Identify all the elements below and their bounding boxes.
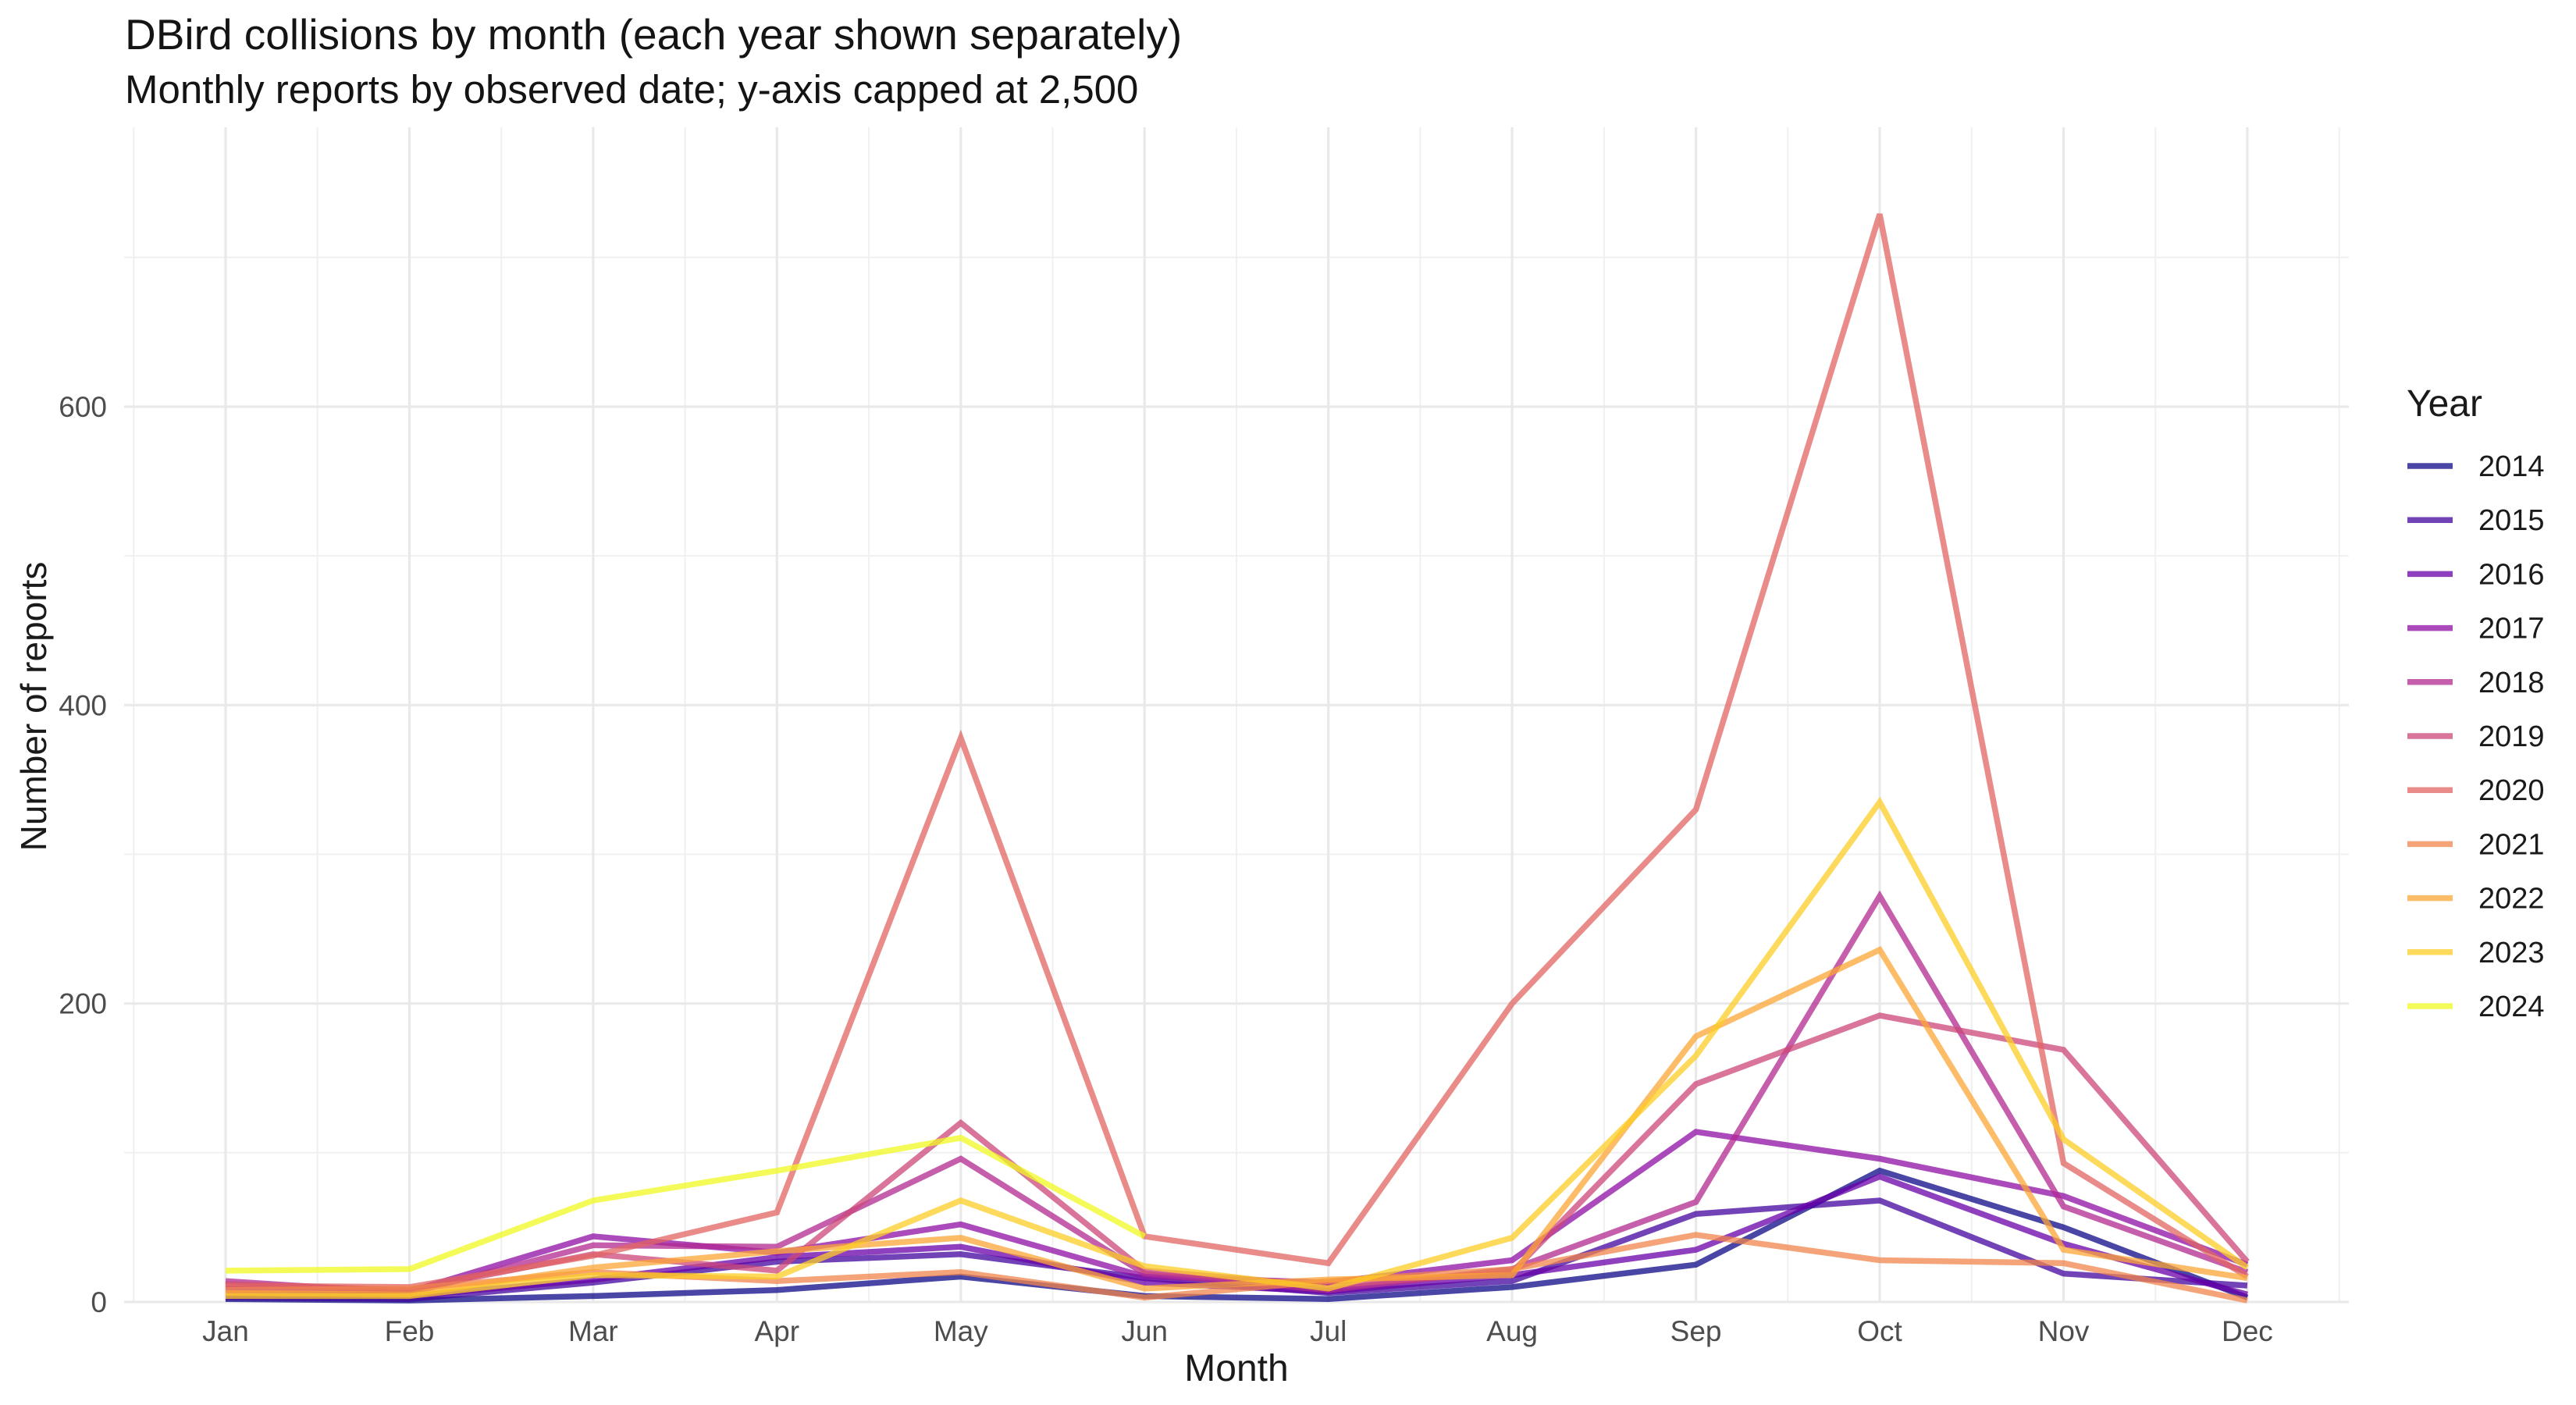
svg-text:2019: 2019 — [2478, 720, 2545, 753]
svg-text:Nov: Nov — [2038, 1315, 2090, 1347]
svg-text:2020: 2020 — [2478, 774, 2545, 807]
svg-text:Oct: Oct — [1857, 1315, 1902, 1347]
svg-text:2021: 2021 — [2478, 828, 2545, 861]
svg-text:Sep: Sep — [1670, 1315, 1722, 1347]
svg-text:Month: Month — [1184, 1348, 1288, 1389]
svg-text:May: May — [934, 1315, 988, 1347]
svg-text:0: 0 — [91, 1286, 107, 1318]
svg-text:Jan: Jan — [202, 1315, 249, 1347]
svg-text:Apr: Apr — [755, 1315, 800, 1347]
svg-text:2018: 2018 — [2478, 667, 2545, 699]
svg-text:Jun: Jun — [1121, 1315, 1168, 1347]
svg-text:Year: Year — [2407, 383, 2482, 425]
svg-text:2022: 2022 — [2478, 883, 2545, 916]
svg-text:2015: 2015 — [2478, 504, 2545, 537]
svg-text:2024: 2024 — [2478, 991, 2545, 1023]
svg-text:Mar: Mar — [568, 1315, 618, 1347]
svg-text:2014: 2014 — [2478, 450, 2545, 483]
svg-text:2016: 2016 — [2478, 558, 2545, 591]
svg-text:Monthly reports by observed da: Monthly reports by observed date; y-axis… — [125, 67, 1138, 112]
svg-text:400: 400 — [59, 689, 107, 721]
svg-text:Jul: Jul — [1310, 1315, 1347, 1347]
svg-text:600: 600 — [59, 391, 107, 423]
svg-text:Number of reports: Number of reports — [13, 562, 54, 852]
svg-text:Dec: Dec — [2222, 1315, 2273, 1347]
svg-text:DBird collisions by month (eac: DBird collisions by month (each year sho… — [125, 10, 1182, 59]
svg-text:2023: 2023 — [2478, 937, 2545, 969]
svg-text:Feb: Feb — [385, 1315, 435, 1347]
svg-text:200: 200 — [59, 988, 107, 1020]
svg-text:2017: 2017 — [2478, 613, 2545, 646]
svg-text:Aug: Aug — [1486, 1315, 1538, 1347]
